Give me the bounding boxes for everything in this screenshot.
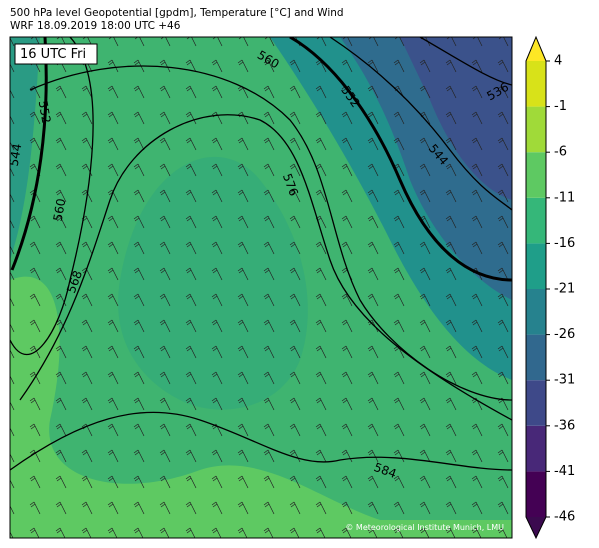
colorbar-tick-label: -36 xyxy=(554,418,575,433)
colorbar-band xyxy=(526,61,546,107)
map-frame xyxy=(9,36,513,539)
title: 500 hPa level Geopotential [gpdm], Tempe… xyxy=(10,7,344,19)
colorbar-tick-label: -16 xyxy=(554,236,575,251)
colorbar-tick-label: 4 xyxy=(554,54,562,69)
colorbar-tick-label: -26 xyxy=(554,327,575,342)
colorbar-tick-label: -31 xyxy=(554,373,575,388)
colorbar-tick-label: -41 xyxy=(554,464,575,479)
colorbar-band xyxy=(526,243,546,289)
colorbar-tick-label: -1 xyxy=(554,99,567,114)
colorbar-under xyxy=(526,517,546,538)
contours xyxy=(10,37,512,471)
colorbar-band xyxy=(526,425,546,472)
colorbar-band xyxy=(526,380,546,426)
colorbar-band xyxy=(526,334,546,381)
contour-labels: 552 544 560 568 576 560 552 544 536 584 xyxy=(7,48,511,481)
colorbar-band xyxy=(526,197,546,244)
time-label: 16 UTC Fri xyxy=(20,47,86,62)
subtitle: WRF 18.09.2019 18:00 UTC +46 xyxy=(10,20,181,32)
colorbar-band xyxy=(526,471,546,517)
contour-label: 560 xyxy=(51,197,69,222)
credit: © Meteorological Institute Munich, LMU xyxy=(345,523,504,532)
contour-label: 552 xyxy=(36,99,54,124)
colorbar-band xyxy=(526,289,546,335)
colorbar-over xyxy=(526,37,546,61)
colorbar-tick-label: -11 xyxy=(554,190,575,205)
colorbar-tick-label: -21 xyxy=(554,282,575,297)
contour-label: 544 xyxy=(7,142,25,167)
time-box xyxy=(14,43,98,65)
colorbar-tick-label: -46 xyxy=(554,510,575,525)
map: 552 544 560 568 576 560 552 544 536 584 … xyxy=(7,37,512,538)
colorbar-band xyxy=(526,152,546,198)
colorbar-band xyxy=(526,106,546,153)
colorbar: -46 -41 -36 -31 -26 -21 -16 -11 -6 -1 4 xyxy=(525,35,575,540)
colorbar-tick-label: -6 xyxy=(554,145,567,160)
